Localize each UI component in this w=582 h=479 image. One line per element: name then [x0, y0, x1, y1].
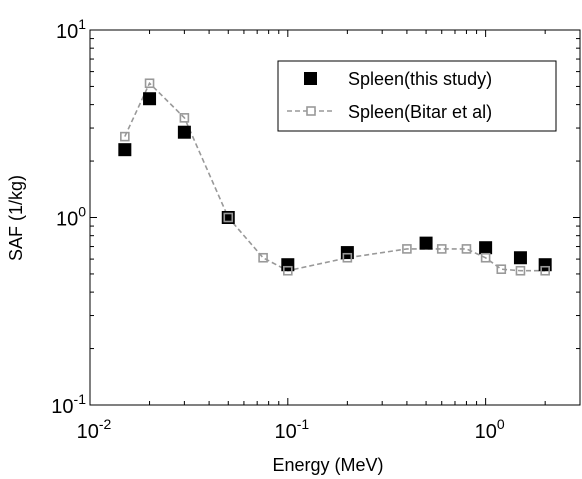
legend-label-this-study: Spleen(this study)	[348, 69, 492, 89]
legend-label-bitar: Spleen(Bitar et al)	[348, 102, 492, 122]
y-axis-label: SAF (1/kg)	[6, 175, 26, 261]
data-point-bitar	[223, 212, 234, 223]
y-tick-label: 101	[56, 16, 86, 43]
x-tick-label: 10-2	[77, 416, 112, 443]
x-tick-label: 100	[475, 416, 505, 443]
data-point-bitar	[461, 244, 472, 254]
x-tick-label: 10-1	[274, 416, 309, 443]
legend-marker-bitar	[306, 106, 316, 116]
series-line-1	[124, 81, 546, 272]
data-point-bitar	[480, 252, 491, 263]
data-point-this-study	[143, 92, 157, 106]
x-axis-label: Energy (MeV)	[272, 455, 383, 475]
legend: Spleen(this study) Spleen(Bitar et al)	[277, 60, 557, 132]
data-point-bitar	[179, 113, 190, 123]
y-tick-label: 10-1	[51, 391, 86, 418]
data-point-this-study	[479, 241, 493, 255]
legend-box	[277, 60, 557, 132]
data-point-bitar	[283, 265, 293, 276]
y-tick-label: 100	[56, 204, 86, 231]
data-point-this-study	[419, 236, 433, 250]
data-point-bitar	[258, 252, 268, 263]
data-point-this-study	[177, 125, 191, 139]
data-point-bitar	[342, 252, 353, 263]
data-point-bitar	[402, 244, 412, 254]
data-point-bitar	[144, 78, 155, 89]
data-point-bitar	[540, 265, 550, 276]
legend-marker-this-study	[304, 72, 317, 85]
data-point-bitar	[120, 131, 130, 142]
data-point-bitar	[515, 265, 526, 276]
data-point-this-study	[513, 251, 527, 265]
data-point-bitar	[436, 244, 447, 254]
data-point-bitar	[496, 264, 507, 274]
series-layer	[118, 78, 552, 276]
data-point-this-study	[118, 143, 132, 157]
axis-ticks	[89, 29, 581, 406]
